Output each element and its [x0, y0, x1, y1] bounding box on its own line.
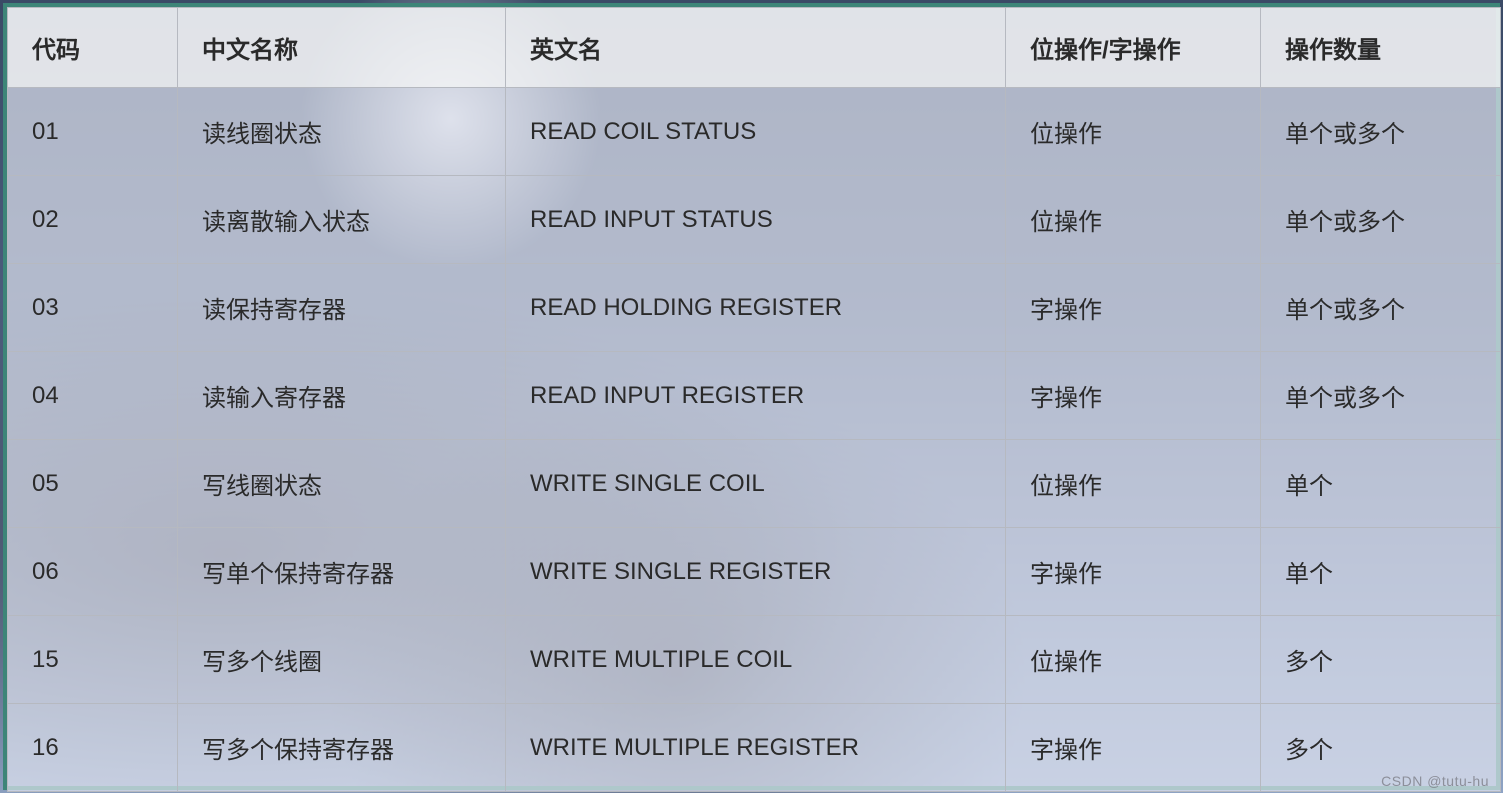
watermark-text: CSDN @tutu-hu: [1381, 773, 1489, 789]
table-row: 03 读保持寄存器 READ HOLDING REGISTER 字操作 单个或多…: [8, 264, 1501, 352]
cell-optype: 字操作: [1006, 704, 1261, 792]
table-row: 06 写单个保持寄存器 WRITE SINGLE REGISTER 字操作 单个: [8, 528, 1501, 616]
cell-optype: 字操作: [1006, 352, 1261, 440]
table-row: 04 读输入寄存器 READ INPUT REGISTER 字操作 单个或多个: [8, 352, 1501, 440]
cell-qty: 单个: [1261, 528, 1501, 616]
cell-cn: 读线圈状态: [178, 88, 506, 176]
cell-cn: 读离散输入状态: [178, 176, 506, 264]
cell-en: READ HOLDING REGISTER: [506, 264, 1006, 352]
col-header-cn: 中文名称: [178, 8, 506, 88]
cell-code: 16: [8, 704, 178, 792]
cell-en: WRITE MULTIPLE COIL: [506, 616, 1006, 704]
table-header-row: 代码 中文名称 英文名 位操作/字操作 操作数量: [8, 8, 1501, 88]
table-row: 16 写多个保持寄存器 WRITE MULTIPLE REGISTER 字操作 …: [8, 704, 1501, 792]
cell-qty: 单个: [1261, 440, 1501, 528]
cell-qty: 多个: [1261, 616, 1501, 704]
modbus-function-table: 代码 中文名称 英文名 位操作/字操作 操作数量 01 读线圈状态 READ C…: [7, 7, 1501, 792]
cell-code: 01: [8, 88, 178, 176]
cell-cn: 读保持寄存器: [178, 264, 506, 352]
cell-en: READ INPUT STATUS: [506, 176, 1006, 264]
cell-cn: 写多个保持寄存器: [178, 704, 506, 792]
cell-optype: 字操作: [1006, 528, 1261, 616]
cell-cn: 写多个线圈: [178, 616, 506, 704]
cell-en: READ COIL STATUS: [506, 88, 1006, 176]
col-header-optype: 位操作/字操作: [1006, 8, 1261, 88]
cell-code: 06: [8, 528, 178, 616]
cell-qty: 单个或多个: [1261, 88, 1501, 176]
cell-cn: 写线圈状态: [178, 440, 506, 528]
cell-en: WRITE SINGLE REGISTER: [506, 528, 1006, 616]
cell-cn: 写单个保持寄存器: [178, 528, 506, 616]
table-row: 15 写多个线圈 WRITE MULTIPLE COIL 位操作 多个: [8, 616, 1501, 704]
col-header-en: 英文名: [506, 8, 1006, 88]
col-header-code: 代码: [8, 8, 178, 88]
cell-code: 03: [8, 264, 178, 352]
table-row: 05 写线圈状态 WRITE SINGLE COIL 位操作 单个: [8, 440, 1501, 528]
cell-code: 04: [8, 352, 178, 440]
table-row: 02 读离散输入状态 READ INPUT STATUS 位操作 单个或多个: [8, 176, 1501, 264]
table-row: 01 读线圈状态 READ COIL STATUS 位操作 单个或多个: [8, 88, 1501, 176]
cell-code: 02: [8, 176, 178, 264]
cell-optype: 位操作: [1006, 616, 1261, 704]
cell-qty: 单个或多个: [1261, 264, 1501, 352]
cell-en: READ INPUT REGISTER: [506, 352, 1006, 440]
cell-cn: 读输入寄存器: [178, 352, 506, 440]
cell-optype: 位操作: [1006, 440, 1261, 528]
table-frame: 代码 中文名称 英文名 位操作/字操作 操作数量 01 读线圈状态 READ C…: [3, 3, 1500, 790]
cell-optype: 位操作: [1006, 176, 1261, 264]
cell-optype: 位操作: [1006, 88, 1261, 176]
col-header-qty: 操作数量: [1261, 8, 1501, 88]
cell-en: WRITE SINGLE COIL: [506, 440, 1006, 528]
cell-qty: 单个或多个: [1261, 176, 1501, 264]
cell-en: WRITE MULTIPLE REGISTER: [506, 704, 1006, 792]
cell-code: 05: [8, 440, 178, 528]
cell-code: 15: [8, 616, 178, 704]
cell-qty: 单个或多个: [1261, 352, 1501, 440]
cell-optype: 字操作: [1006, 264, 1261, 352]
